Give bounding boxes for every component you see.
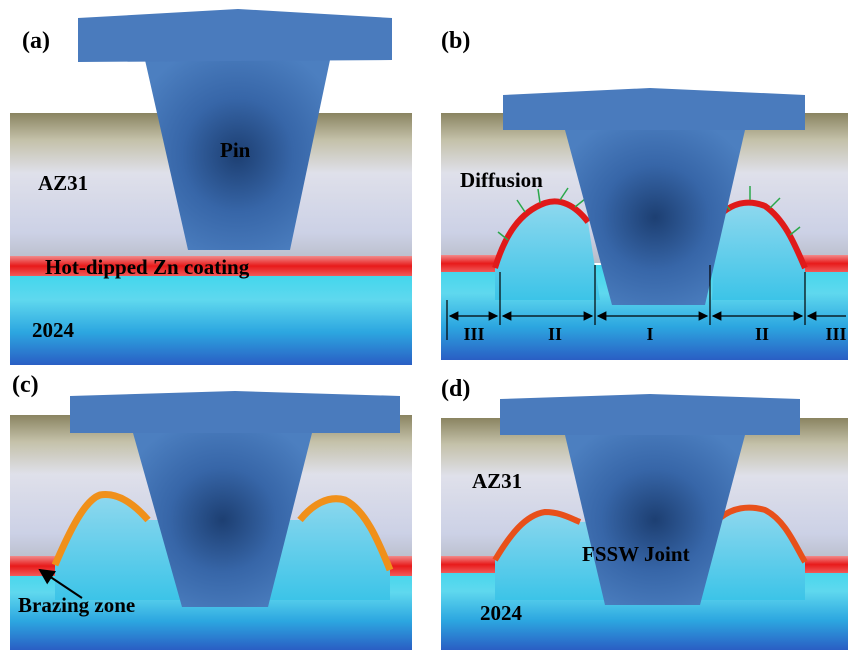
brazing-label: Brazing zone [18, 593, 135, 617]
panel-d: (d) AZ31 FSSW Joint 2024 [441, 376, 848, 650]
joint-label: FSSW Joint [582, 542, 690, 566]
panel-b: (b) Diffusion III II I II III [441, 28, 848, 360]
figure: (a) Pin AZ31 Hot-dipped Zn coating 2024 … [0, 0, 848, 655]
panel-label: (a) [22, 28, 50, 54]
zone-label: I [646, 324, 653, 344]
panel-label: (c) [12, 372, 39, 398]
zone-label: III [463, 324, 484, 344]
pin-label: Pin [220, 138, 251, 162]
lower-label: 2024 [32, 318, 75, 342]
upper-label: AZ31 [472, 469, 522, 493]
zone-label: II [548, 324, 562, 344]
panel-c: (c) Brazing zone [10, 372, 412, 650]
diffusion-label: Diffusion [460, 168, 543, 192]
zone-label: III [825, 324, 846, 344]
upper-label: AZ31 [38, 171, 88, 195]
lower-label: 2024 [480, 601, 523, 625]
panel-a: (a) Pin AZ31 Hot-dipped Zn coating 2024 [10, 9, 412, 365]
panel-label: (b) [441, 28, 470, 54]
zone-label: II [755, 324, 769, 344]
panel-label: (d) [441, 376, 470, 402]
coating-label: Hot-dipped Zn coating [45, 255, 250, 279]
